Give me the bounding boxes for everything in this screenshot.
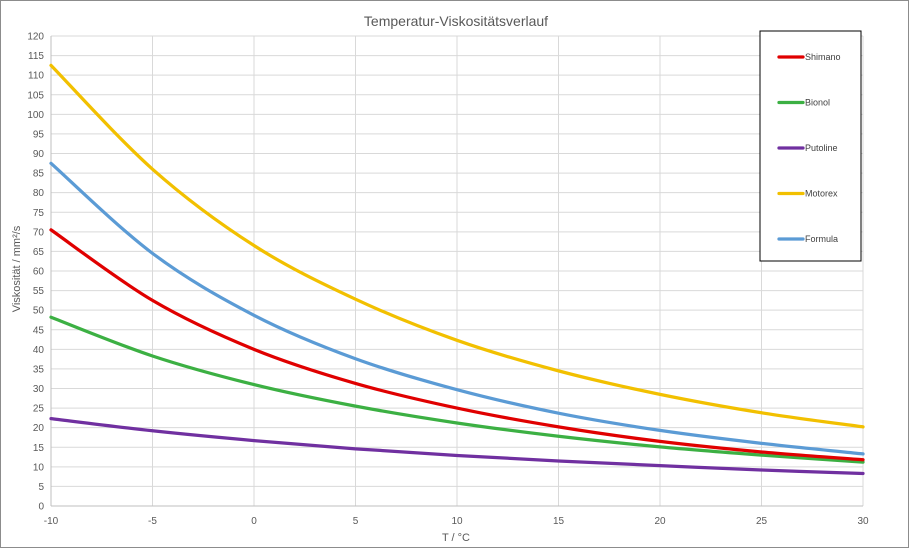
series-line-formula	[49, 161, 865, 456]
legend: Shimano Bionol Putoline Motorex Formula	[759, 30, 862, 262]
legend-label-putoline: Putoline	[805, 143, 838, 153]
chart-title: Temperatur-Viskositätsverlauf	[364, 13, 548, 29]
y-tick-label: 55	[33, 286, 45, 297]
y-tick-label: 120	[27, 32, 44, 43]
x-tick-label: 20	[654, 516, 666, 527]
series-lines	[49, 63, 865, 476]
y-tick-label: 115	[28, 51, 44, 62]
legend-label-motorex: Motorex	[805, 189, 838, 199]
y-tick-label: 5	[38, 482, 44, 493]
y-tick-label: 105	[27, 90, 44, 101]
y-tick-label: 15	[33, 443, 45, 454]
y-tick-label: 30	[33, 384, 45, 395]
series-line-shimano	[49, 228, 865, 462]
y-tick-label: 25	[33, 404, 45, 415]
x-tick-label: 5	[353, 516, 359, 527]
y-tick-label: 10	[33, 462, 45, 473]
legend-label-bionol: Bionol	[805, 98, 830, 108]
x-tick-label: -10	[44, 516, 59, 527]
y-tick-label: 100	[27, 110, 44, 121]
y-tick-label: 0	[38, 502, 44, 513]
x-axis-title: T / °C	[442, 532, 470, 544]
y-tick-label: 75	[33, 208, 45, 219]
y-tick-label: 20	[33, 423, 45, 434]
x-tick-label: 10	[451, 516, 463, 527]
series-line-bionol	[49, 315, 865, 464]
x-tick-label: 25	[756, 516, 768, 527]
y-tick-label: 85	[33, 169, 45, 180]
y-tick-label: 40	[33, 345, 45, 356]
x-tick-label: -5	[148, 516, 157, 527]
series-line-motorex	[49, 63, 865, 429]
legend-label-shimano: Shimano	[805, 52, 841, 62]
axes: 0510152025303540455055606570758085909510…	[27, 32, 869, 528]
gridlines	[50, 35, 864, 507]
legend-box	[759, 30, 862, 262]
x-tick-label: 15	[553, 516, 565, 527]
series-line-putoline	[49, 417, 865, 476]
y-tick-label: 45	[33, 325, 45, 336]
y-tick-label: 60	[33, 267, 45, 278]
y-tick-label: 80	[33, 188, 45, 199]
y-axis-title: Viskosität / mm²/s	[11, 225, 23, 312]
x-tick-label: 0	[251, 516, 257, 527]
y-tick-label: 95	[33, 129, 45, 140]
y-tick-label: 90	[33, 149, 45, 160]
x-tick-label: 30	[857, 516, 869, 527]
y-tick-label: 50	[33, 306, 45, 317]
y-tick-label: 70	[33, 227, 45, 238]
y-tick-label: 65	[33, 247, 45, 258]
y-tick-label: 110	[28, 71, 44, 82]
legend-label-formula: Formula	[805, 234, 838, 244]
y-tick-label: 35	[33, 364, 45, 375]
